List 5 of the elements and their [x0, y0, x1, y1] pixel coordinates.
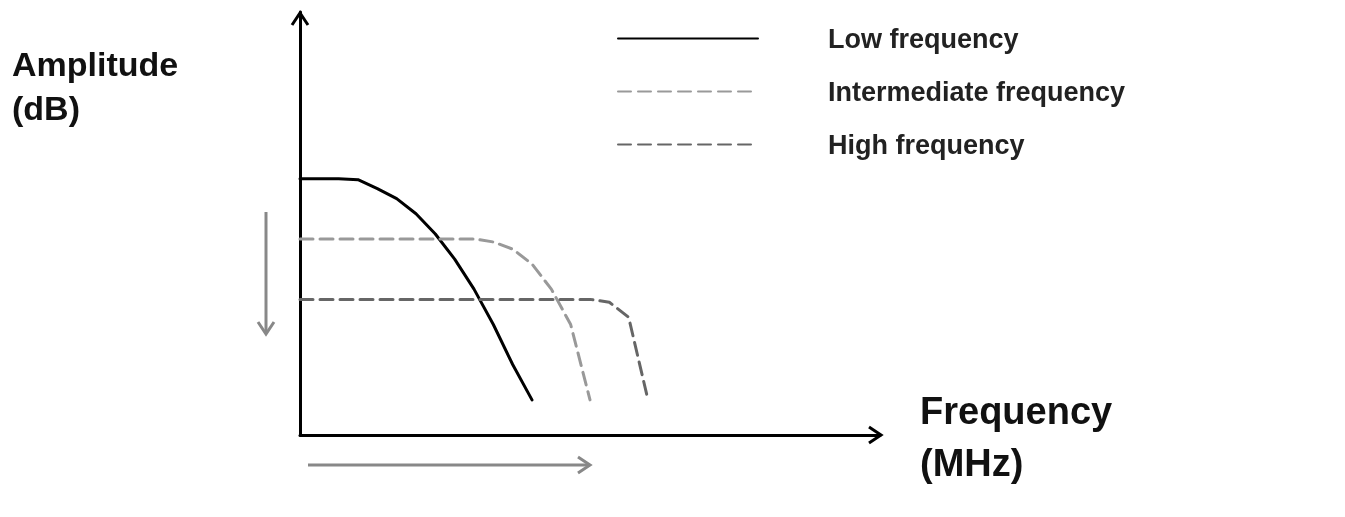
text: High frequency [828, 129, 1025, 160]
y-axis-title: Amplitude (dB) [12, 45, 179, 127]
text: Low frequency [828, 23, 1019, 54]
text: Intermediate frequency [828, 76, 1126, 107]
x-axis-title: Frequency (MHz) [920, 390, 1113, 484]
